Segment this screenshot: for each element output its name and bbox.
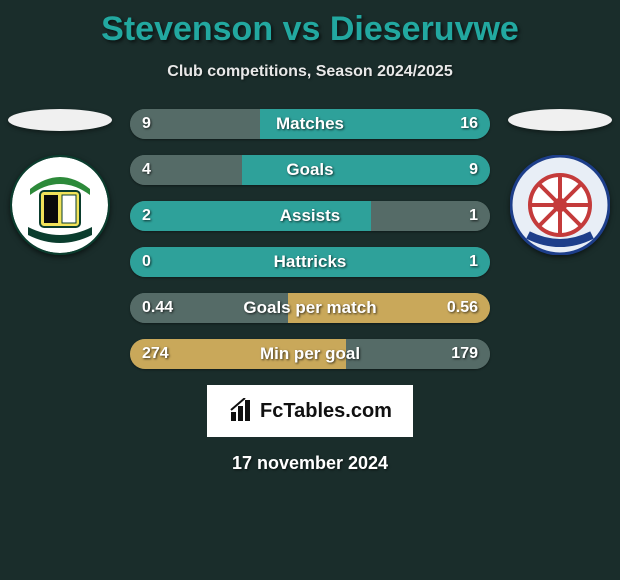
stat-label: Min per goal bbox=[130, 339, 490, 369]
stat-label: Goals per match bbox=[130, 293, 490, 323]
stat-bar: 916Matches bbox=[130, 109, 490, 139]
player-right-photo-placeholder bbox=[508, 109, 612, 131]
subtitle: Club competitions, Season 2024/2025 bbox=[0, 63, 620, 81]
stat-bar: 21Assists bbox=[130, 201, 490, 231]
stat-bar: 01Hattricks bbox=[130, 247, 490, 277]
title-left: Stevenson bbox=[101, 10, 273, 48]
title-right: Dieseruvwe bbox=[330, 10, 519, 48]
stat-label: Assists bbox=[130, 201, 490, 231]
club-crest-right-icon bbox=[510, 155, 610, 255]
stat-label: Hattricks bbox=[130, 247, 490, 277]
brand-text: FcTables.com bbox=[260, 400, 392, 423]
page-title: Stevenson vs Dieseruvwe bbox=[0, 0, 620, 49]
player-left-photo-placeholder bbox=[8, 109, 112, 131]
brand-icon bbox=[228, 398, 254, 424]
club-crest-right bbox=[510, 155, 610, 255]
stat-bar: 49Goals bbox=[130, 155, 490, 185]
title-vs: vs bbox=[283, 10, 321, 48]
brand-box[interactable]: FcTables.com bbox=[207, 385, 413, 437]
club-crest-left-icon bbox=[10, 155, 110, 255]
comparison-panel: 916Matches 49Goals 21Assists 01Hattricks 0.4… bbox=[0, 109, 620, 369]
stat-bar: 274179Min per goal bbox=[130, 339, 490, 369]
stat-label: Goals bbox=[130, 155, 490, 185]
stat-label: Matches bbox=[130, 109, 490, 139]
stat-bars: 916Matches 49Goals 21Assists 01Hattricks 0.4… bbox=[130, 109, 490, 369]
stat-bar: 0.440.56Goals per match bbox=[130, 293, 490, 323]
player-left-column bbox=[5, 109, 115, 255]
footer-date: 17 november 2024 bbox=[0, 453, 620, 474]
player-right-column bbox=[505, 109, 615, 255]
club-crest-left bbox=[10, 155, 110, 255]
